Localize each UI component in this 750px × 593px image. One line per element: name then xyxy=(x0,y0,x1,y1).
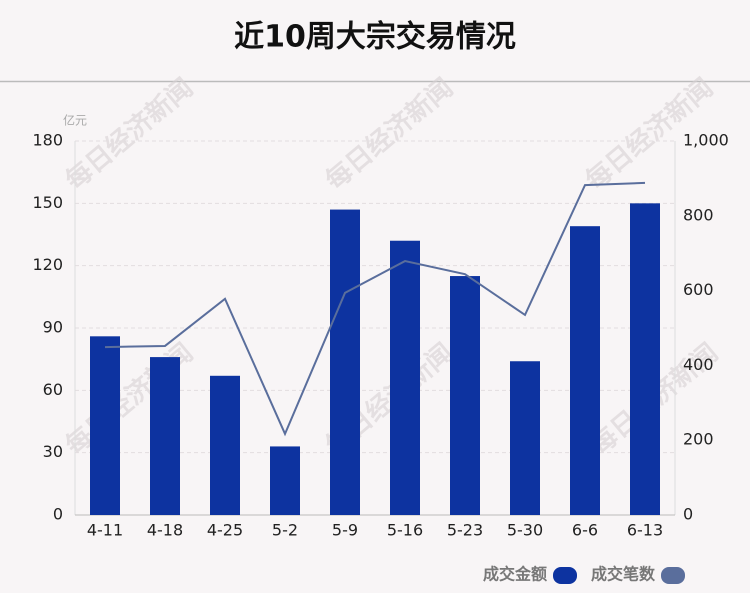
y2-tick-label: 600 xyxy=(683,280,714,299)
bar xyxy=(510,361,540,515)
y-tick-label: 120 xyxy=(32,255,63,274)
legend-label: 成交金额 xyxy=(483,565,547,584)
y2-tick-label: 1,000 xyxy=(683,131,729,150)
x-tick-label: 6-13 xyxy=(627,521,663,540)
x-tick-label: 4-25 xyxy=(207,521,243,540)
y-tick-label: 150 xyxy=(32,193,63,212)
y2-tick-label: 800 xyxy=(683,205,714,224)
bar xyxy=(270,446,300,515)
y2-tick-label: 200 xyxy=(683,430,714,449)
x-tick-label: 5-2 xyxy=(272,521,298,540)
legend-swatch xyxy=(661,567,685,584)
x-tick-label: 5-23 xyxy=(447,521,483,540)
x-tick-label: 4-18 xyxy=(147,521,183,540)
bar xyxy=(150,357,180,515)
bar xyxy=(450,276,480,515)
x-tick-label: 6-6 xyxy=(572,521,598,540)
x-tick-label: 5-30 xyxy=(507,521,543,540)
x-tick-label: 5-16 xyxy=(387,521,423,540)
y2-tick-label: 0 xyxy=(683,505,693,524)
x-tick-label: 5-9 xyxy=(332,521,358,540)
y-tick-label: 60 xyxy=(43,380,63,399)
line xyxy=(104,181,646,437)
y-tick-label: 30 xyxy=(43,442,63,461)
bar xyxy=(210,375,240,515)
watermark: 每日经济新闻 xyxy=(320,72,459,196)
legend-label: 成交笔数 xyxy=(591,565,656,584)
y2-tick-label: 400 xyxy=(683,355,714,374)
y-tick-label: 0 xyxy=(53,505,63,524)
legend-swatch xyxy=(553,567,577,584)
y-tick-label: 90 xyxy=(43,318,63,337)
bar xyxy=(390,240,420,515)
bar xyxy=(90,336,120,515)
y-tick-label: 180 xyxy=(32,131,63,150)
bar xyxy=(330,209,360,516)
bar xyxy=(630,203,660,516)
bar xyxy=(570,226,600,515)
x-tick-label: 4-11 xyxy=(87,521,123,540)
chart-title: 近10周大宗交易情况 xyxy=(234,20,516,55)
watermark: 每日经济新闻 xyxy=(60,72,199,196)
y-unit: 亿元 xyxy=(63,113,87,128)
